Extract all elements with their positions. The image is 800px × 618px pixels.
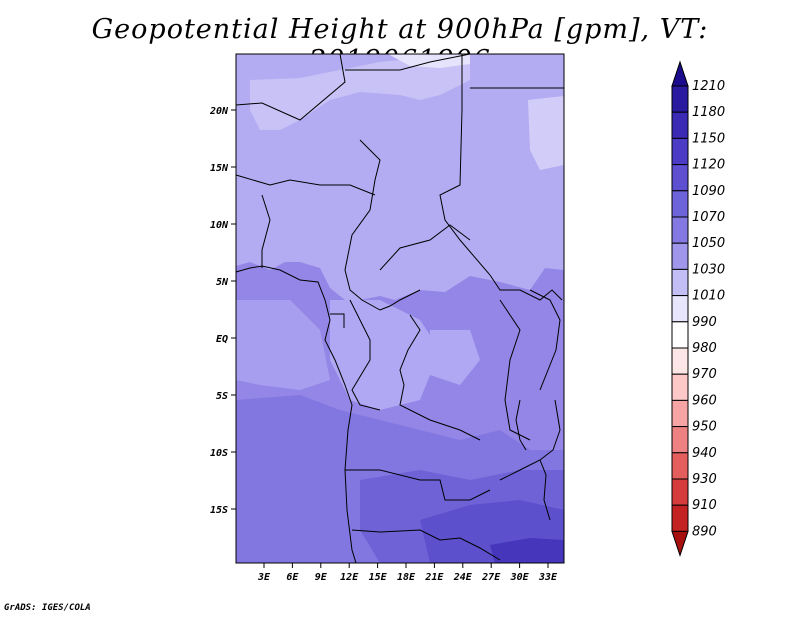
colorbar-label: 890 bbox=[692, 524, 717, 539]
colorbar-label: 910 bbox=[692, 498, 717, 513]
border-north-2 bbox=[345, 53, 471, 71]
colorbar-cell bbox=[671, 137, 689, 166]
colorbar-cell bbox=[671, 190, 689, 218]
lat-label: EQ bbox=[216, 334, 228, 345]
border-namibia bbox=[351, 529, 501, 561]
map-frame bbox=[235, 53, 565, 564]
colorbar-cell bbox=[671, 347, 689, 375]
colorbar-cell bbox=[671, 399, 689, 428]
lon-label: 3E bbox=[257, 572, 271, 583]
border-drc-east bbox=[499, 299, 531, 441]
border-north-1 bbox=[235, 53, 346, 121]
field-zone-mid-a bbox=[236, 300, 330, 390]
lon-label: 9E bbox=[315, 572, 328, 583]
colorbar-label: 1070 bbox=[692, 210, 725, 225]
field-zone-1030 bbox=[236, 54, 564, 300]
lat-label: 15S bbox=[210, 505, 228, 516]
lat-label: 15N bbox=[210, 163, 229, 174]
colorbar-cell bbox=[671, 373, 689, 401]
field-zone-990 bbox=[388, 54, 470, 68]
border-congo bbox=[349, 299, 381, 411]
lat-label: 10N bbox=[210, 220, 229, 231]
colorbar-label: 950 bbox=[692, 420, 717, 435]
colorbar-label: 990 bbox=[692, 315, 717, 330]
border-kenya bbox=[529, 289, 561, 391]
lake-tanganyika bbox=[515, 399, 527, 451]
colorbar-cell bbox=[671, 216, 689, 244]
colorbar-cell bbox=[671, 85, 689, 113]
colorbar-cell bbox=[671, 426, 689, 454]
colorbar-label: 930 bbox=[692, 472, 717, 487]
colorbar-label: 1150 bbox=[692, 131, 725, 146]
colorbar-cell bbox=[671, 164, 689, 192]
longitude-axis: 3E 6E 9E 12E 15E 18E 21E 24E 27E 30E 33E bbox=[257, 563, 558, 583]
border-benin bbox=[261, 194, 271, 268]
colorbar-bottom-arrow bbox=[671, 530, 689, 557]
field-zone-mid-c bbox=[430, 330, 480, 385]
colorbar-cell bbox=[671, 295, 689, 323]
height-field bbox=[236, 54, 564, 563]
lon-label: 27E bbox=[481, 572, 501, 583]
colorbar-label: 1050 bbox=[692, 236, 725, 251]
colorbar-cell bbox=[671, 321, 689, 349]
lat-label: 10S bbox=[210, 448, 228, 459]
colorbar-label: 980 bbox=[692, 341, 717, 356]
lat-label: 5N bbox=[216, 277, 229, 288]
colorbar-top-arrow bbox=[671, 60, 689, 87]
border-angola-zambia bbox=[345, 469, 491, 501]
colorbar-label: 1210 bbox=[692, 79, 725, 94]
field-zone-1150 bbox=[490, 538, 564, 563]
colorbar-label: 1120 bbox=[692, 158, 725, 173]
border-niger-nigeria bbox=[235, 174, 376, 196]
field-zone-1010-b bbox=[528, 96, 564, 170]
west-coastline bbox=[235, 265, 357, 564]
border-chad bbox=[344, 139, 421, 311]
colorbar-label: 960 bbox=[692, 393, 717, 408]
lon-label: 24E bbox=[453, 572, 473, 583]
colorbar-label: 970 bbox=[692, 367, 717, 382]
lon-label: 30E bbox=[510, 572, 530, 583]
border-car bbox=[379, 224, 471, 271]
border-tz bbox=[499, 399, 561, 481]
latitude-axis: 20N 15N 10N 5N EQ 5S 10S 15S bbox=[209, 106, 236, 516]
lon-label: 33E bbox=[538, 572, 558, 583]
colorbar-cell bbox=[671, 452, 689, 480]
field-zone-1010-a bbox=[250, 56, 470, 130]
lon-label: 15E bbox=[369, 572, 388, 583]
field-zone-mid-b bbox=[330, 300, 440, 410]
colorbar-cell bbox=[671, 504, 689, 532]
colorbar-cell bbox=[671, 242, 689, 270]
colorbar: 1210 1180 1150 1120 1090 1070 1050 1030 1010 990 9… bbox=[671, 60, 725, 557]
lon-label: 18E bbox=[397, 572, 416, 583]
colorbar-label: 1180 bbox=[692, 105, 725, 120]
lat-label: 5S bbox=[216, 391, 228, 402]
country-borders bbox=[235, 53, 564, 564]
lon-label: 6E bbox=[286, 572, 299, 583]
colorbar-label: 1090 bbox=[692, 184, 725, 199]
colorbar-cell bbox=[671, 478, 689, 506]
lake-malawi bbox=[539, 459, 551, 521]
colorbar-label: 940 bbox=[692, 446, 717, 461]
colorbar-label: 1030 bbox=[692, 262, 725, 277]
colorbar-label: 1010 bbox=[692, 289, 725, 304]
lon-label: 12E bbox=[340, 572, 359, 583]
border-drc-a bbox=[399, 314, 481, 441]
border-gabon bbox=[330, 313, 345, 328]
lon-label: 21E bbox=[424, 572, 444, 583]
colorbar-cell bbox=[671, 268, 689, 297]
border-east-1 bbox=[439, 54, 563, 301]
colorbar-cell bbox=[671, 111, 689, 139]
lat-label: 20N bbox=[209, 106, 229, 117]
credit-text: GrADS: IGES/COLA bbox=[4, 603, 91, 613]
